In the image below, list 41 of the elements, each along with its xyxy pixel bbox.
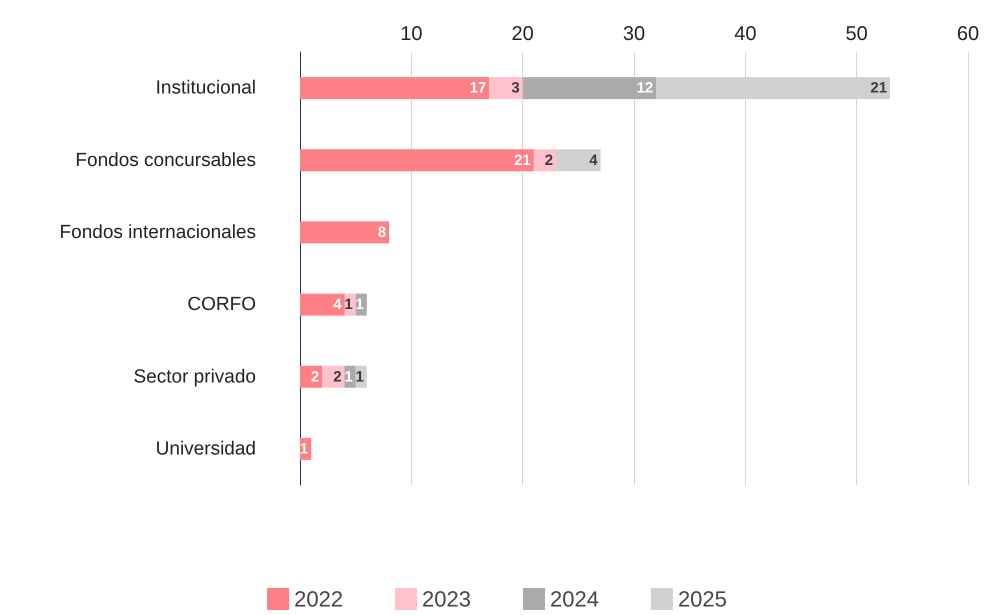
data-label: 1: [300, 440, 308, 458]
bar: [300, 77, 490, 100]
bar: [300, 366, 322, 388]
bar: [300, 221, 390, 244]
data-label: 21: [514, 152, 531, 169]
bar: [300, 294, 345, 316]
data-label: 17: [470, 80, 486, 97]
legend-label: 2023: [422, 586, 472, 612]
bar: [656, 77, 890, 100]
y-tick-label: Institucional: [156, 78, 256, 99]
data-label: 4: [589, 152, 598, 169]
data-label: 3: [511, 80, 520, 97]
y-tick-label: CORFO: [187, 294, 256, 316]
legend-label: 2025: [678, 586, 727, 612]
data-label: 2: [310, 368, 320, 386]
bar: [556, 149, 601, 172]
legend-label: 2022: [294, 586, 344, 612]
x-tick-label: 20: [512, 23, 534, 45]
data-label: 2: [333, 368, 342, 386]
x-tick-label: 60: [956, 23, 980, 45]
data-label: 4: [333, 296, 342, 314]
x-tick-label: 10: [400, 23, 422, 45]
data-label: 2: [544, 152, 554, 169]
bar: [522, 77, 656, 100]
x-tick-label: 40: [734, 23, 756, 45]
data-label: 1: [344, 296, 353, 314]
legend-label: 2024: [550, 586, 599, 612]
data-label: 8: [378, 224, 386, 241]
y-tick-label: Fondos concursables: [75, 150, 256, 171]
data-label: 1: [355, 296, 364, 314]
data-label: 1: [355, 368, 364, 386]
x-tick-label: 50: [846, 23, 868, 45]
x-tick-label: 30: [622, 23, 646, 45]
data-label: 1: [344, 368, 353, 386]
bar: [300, 149, 534, 172]
data-label: 21: [870, 80, 888, 97]
y-tick-label: Universidad: [156, 438, 256, 460]
y-tick-label: Sector privado: [133, 366, 256, 388]
y-tick-label: Fondos internacionales: [60, 222, 256, 243]
bar: [489, 77, 523, 100]
data-label: 12: [636, 80, 654, 97]
